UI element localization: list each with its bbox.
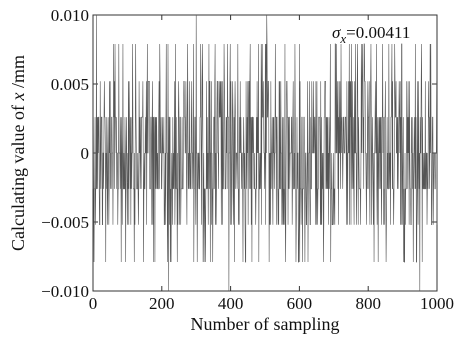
sigma-subscript: x: [339, 31, 346, 46]
y-axis-title-variable: x: [8, 93, 28, 102]
sigma-value: =0.00411: [346, 23, 410, 42]
sigma-symbol: σ: [332, 23, 341, 42]
y-tick-label: −0.005: [41, 213, 89, 232]
series-line: [92, 14, 438, 292]
y-tick-label: 0: [81, 144, 90, 163]
y-axis: 0.010 0.005 0 −0.005 −0.010: [41, 6, 437, 301]
y-axis-title-suffix: /mm: [8, 55, 28, 93]
y-axis-title: Calculating value of x /mm: [8, 55, 28, 251]
sigma-annotation: σx=0.00411: [332, 23, 410, 46]
x-axis-title: Number of sampling: [191, 314, 340, 334]
x-tick-label: 0: [89, 294, 98, 313]
x-tick-label: 200: [149, 294, 175, 313]
y-tick-label: 0.010: [51, 6, 89, 25]
y-tick-label: −0.010: [41, 282, 89, 301]
x-tick-label: 600: [287, 294, 313, 313]
x-axis: 0 200 400 600 800 1000: [89, 15, 454, 313]
x-tick-label: 1000: [420, 294, 454, 313]
x-tick-label: 800: [355, 294, 381, 313]
y-axis-title-prefix: Calculating value of: [8, 101, 28, 251]
x-tick-label: 400: [218, 294, 244, 313]
y-tick-label: 0.005: [51, 75, 89, 94]
